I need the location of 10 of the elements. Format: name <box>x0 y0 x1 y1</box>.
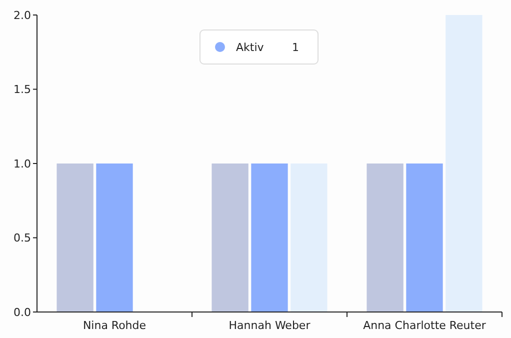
x-tick-label: Hannah Weber <box>228 319 311 332</box>
y-tick-label: 1.5 <box>14 83 31 96</box>
y-tick-label: 1.0 <box>14 157 31 170</box>
legend-label: Aktiv <box>236 40 264 54</box>
y-tick-label: 0.5 <box>14 232 31 245</box>
x-tick-label: Nina Rohde <box>82 319 146 332</box>
y-tick-label: 2.0 <box>14 8 31 22</box>
annotation: 1 <box>292 40 299 54</box>
x-tick-label: Anna Charlotte Reuter <box>363 319 486 332</box>
y-tick-label: 0.0 <box>14 306 31 319</box>
